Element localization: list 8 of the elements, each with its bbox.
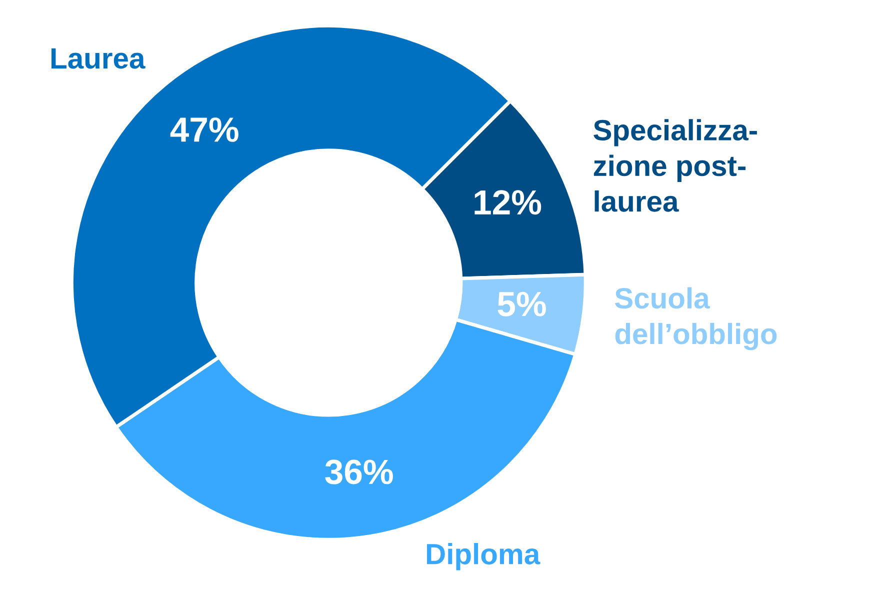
slice-label: Diploma xyxy=(426,543,540,570)
data-label: 36% xyxy=(325,460,393,484)
slice-label: Scuola dell’obbligo xyxy=(614,287,777,350)
slice-label: Specializza- zione post- laurea xyxy=(594,119,757,212)
data-label: 47% xyxy=(170,117,238,142)
data-label: 5% xyxy=(498,292,546,316)
slice-label: Laurea xyxy=(52,48,146,69)
data-label: 12% xyxy=(474,190,542,215)
